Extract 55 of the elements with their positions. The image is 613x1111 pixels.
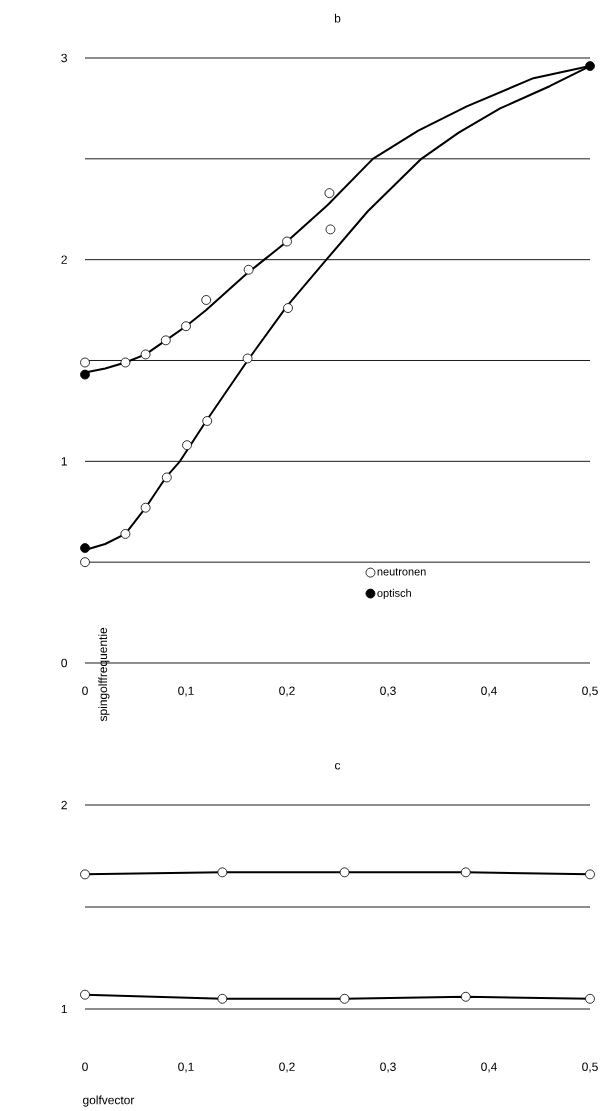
point [460, 991, 471, 1002]
x-tick-label: 0 [82, 1062, 88, 1071]
x-tick-label: 0,5 [582, 1062, 598, 1073]
point [217, 867, 228, 878]
x-tick-label: 0,5 [582, 686, 598, 697]
legend-label: neutronen [377, 568, 426, 576]
point [201, 295, 212, 305]
point [80, 543, 90, 553]
y-tick-label: 2 [61, 255, 67, 264]
point [217, 993, 228, 1004]
x-tick-label: 0,3 [380, 1062, 396, 1073]
point [80, 357, 90, 368]
point [460, 867, 471, 878]
point [243, 264, 254, 275]
x-tick-label: 0,1 [178, 686, 194, 697]
point [140, 502, 151, 513]
x-tick-label: 0,4 [481, 1062, 497, 1073]
point [339, 867, 350, 878]
point [283, 303, 293, 313]
point [339, 993, 350, 1004]
x-tick-label: 0,3 [380, 686, 396, 697]
point [585, 993, 595, 1004]
point [242, 353, 253, 364]
point [80, 869, 90, 880]
point [120, 529, 131, 539]
point [182, 440, 192, 451]
y-tick-label: 0 [61, 658, 68, 668]
chart-title: b [334, 13, 341, 23]
x-tick-label: 0,1 [178, 1062, 194, 1073]
point [585, 869, 595, 880]
point [80, 369, 90, 380]
y-tick-label: 2 [61, 800, 67, 810]
point [140, 349, 151, 360]
point [324, 188, 335, 199]
chart-title: c [335, 762, 341, 770]
point [282, 236, 292, 247]
point [120, 357, 131, 368]
y-axis-title: spingolffrequentie [98, 627, 110, 722]
point [160, 335, 171, 346]
y-tick-label: 3 [61, 53, 67, 63]
x-tick-label: 0 [82, 686, 88, 695]
point [80, 557, 90, 568]
x-tick-label: 0,2 [279, 686, 295, 697]
point [181, 321, 191, 332]
point [80, 989, 90, 1000]
point [161, 472, 172, 483]
x-axis-title: golfvector [83, 1095, 135, 1107]
legend-label: optisch [377, 588, 411, 600]
point [585, 61, 595, 71]
x-tick-label: 0,4 [481, 686, 497, 697]
point [325, 224, 336, 235]
point [202, 416, 213, 426]
y-tick-label: 1 [61, 1004, 67, 1014]
y-tick-label: 1 [61, 457, 67, 466]
x-tick-label: 0,2 [279, 1062, 295, 1073]
